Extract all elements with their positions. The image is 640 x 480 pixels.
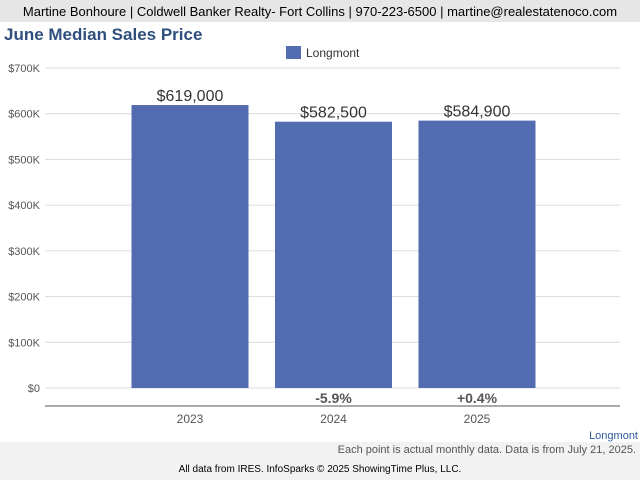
footer-shade — [0, 442, 640, 480]
bar-value-label: $582,500 — [300, 105, 367, 122]
y-tick-label: $600K — [8, 109, 40, 121]
y-tick-label: $100K — [8, 337, 40, 349]
y-tick-label: $0 — [28, 383, 40, 395]
x-tick-label: 2024 — [320, 412, 347, 426]
y-tick-label: $700K — [8, 63, 40, 75]
bar-value-label: $584,900 — [444, 104, 511, 121]
corner-series-label: Longmont — [589, 430, 638, 442]
y-tick-label: $300K — [8, 246, 40, 258]
x-tick-label: 2023 — [177, 412, 204, 426]
chart-title: June Median Sales Price — [4, 25, 203, 44]
legend-label: Longmont — [306, 46, 360, 60]
header-bar: Martine Bonhoure | Coldwell Banker Realt… — [0, 0, 640, 22]
bar-value-label: $619,000 — [157, 88, 224, 105]
header-contact: Martine Bonhoure | Coldwell Banker Realt… — [22, 3, 618, 19]
change-label: -5.9% — [315, 390, 352, 406]
change-label: +0.4% — [457, 390, 498, 406]
bar — [131, 105, 249, 389]
legend-swatch — [286, 46, 301, 59]
footer-source: All data from IRES. InfoSparks © 2025 Sh… — [178, 464, 462, 475]
x-tick-label: 2025 — [464, 412, 491, 426]
y-tick-label: $400K — [8, 200, 40, 212]
y-tick-label: $500K — [8, 154, 40, 166]
y-tick-label: $200K — [8, 292, 40, 304]
bar — [275, 121, 392, 388]
footer-note: Each point is actual monthly data. Data … — [337, 444, 636, 456]
bar — [418, 120, 536, 389]
